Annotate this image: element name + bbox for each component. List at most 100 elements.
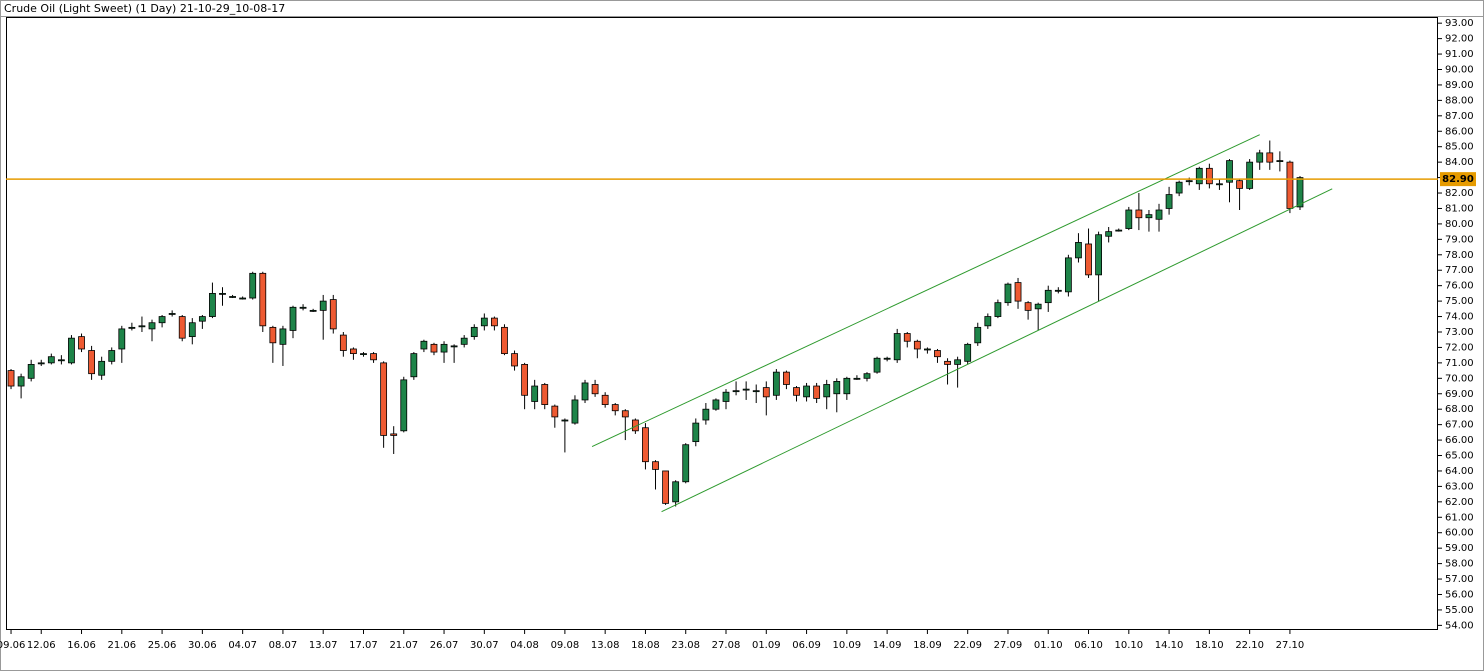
price-label: 82.90 xyxy=(1442,174,1474,185)
candle-body xyxy=(1004,283,1012,304)
candle-body xyxy=(128,326,136,329)
candle-body xyxy=(198,316,206,322)
x-tick-label: 08.07 xyxy=(269,640,298,651)
candle-body xyxy=(1125,209,1133,229)
x-tick-label: 27.09 xyxy=(994,640,1023,651)
y-tick-label: 67.00 xyxy=(1445,420,1474,431)
x-tick-label: 14.09 xyxy=(873,640,902,651)
candle-body xyxy=(692,422,700,443)
candle-body xyxy=(209,292,216,317)
y-tick-label: 62.00 xyxy=(1445,497,1474,508)
candle-body xyxy=(813,385,821,399)
y-tick-label: 75.00 xyxy=(1445,296,1474,307)
candle-body xyxy=(279,328,287,345)
y-tick-label: 63.00 xyxy=(1445,481,1474,492)
candle-body xyxy=(843,377,851,395)
y-tick-label: 61.00 xyxy=(1445,512,1474,523)
y-tick-label: 64.00 xyxy=(1445,466,1474,477)
candle-body xyxy=(793,387,800,396)
y-tick-label: 92.00 xyxy=(1445,34,1474,45)
y-tick-label: 80.00 xyxy=(1445,219,1474,230)
candle-body xyxy=(621,410,629,418)
candle-body xyxy=(27,364,35,379)
candle-body xyxy=(833,381,841,395)
candle-body xyxy=(108,350,116,362)
candle-body xyxy=(329,299,337,330)
y-tick-label: 69.00 xyxy=(1445,389,1474,400)
y-tick-label: 59.00 xyxy=(1445,543,1474,554)
x-tick-label: 06.10 xyxy=(1074,640,1103,651)
candle-body xyxy=(299,306,307,309)
candle-body xyxy=(88,350,95,375)
candle-body xyxy=(853,377,861,380)
candle-body xyxy=(903,333,911,342)
candle-body xyxy=(531,385,539,402)
candle-body xyxy=(68,337,75,364)
candle-body xyxy=(682,444,690,483)
candle-body xyxy=(249,272,257,299)
y-tick-label: 68.00 xyxy=(1445,404,1474,415)
candle-body xyxy=(551,405,559,418)
y-tick-label: 65.00 xyxy=(1445,451,1474,462)
candle-body xyxy=(1075,242,1082,259)
candle-body xyxy=(259,272,267,327)
candle-body xyxy=(883,357,891,360)
candle-body xyxy=(642,427,649,463)
candle-body xyxy=(360,353,367,356)
candle-body xyxy=(1165,194,1173,209)
candle-body xyxy=(370,353,377,361)
x-tick-label: 27.08 xyxy=(712,640,741,651)
x-tick-label: 06.09 xyxy=(792,640,821,651)
candle-body xyxy=(289,306,297,331)
candle-body xyxy=(1085,243,1092,276)
x-tick-label: 09.06 xyxy=(0,640,25,651)
candle-body xyxy=(339,334,347,351)
x-tick-label: 01.09 xyxy=(752,640,781,651)
candle-body xyxy=(1105,231,1113,237)
candle-body xyxy=(309,309,317,312)
candle-body xyxy=(913,340,921,350)
candle-body xyxy=(601,394,609,405)
y-tick-label: 58.00 xyxy=(1445,559,1474,570)
y-tick-label: 76.00 xyxy=(1445,281,1474,292)
y-tick-label: 60.00 xyxy=(1445,528,1474,539)
x-tick-label: 10.10 xyxy=(1114,640,1143,651)
y-tick-label: 91.00 xyxy=(1445,49,1474,60)
y-tick-label: 93.00 xyxy=(1445,18,1474,29)
candle-body xyxy=(410,353,418,378)
x-tick-label: 10.09 xyxy=(833,640,862,651)
x-tick-label: 30.07 xyxy=(470,640,499,651)
candle-body xyxy=(1155,209,1163,220)
candle-body xyxy=(722,391,730,402)
candle-body xyxy=(511,353,518,367)
x-tick-label: 30.06 xyxy=(188,640,217,651)
candle-body xyxy=(1135,209,1143,219)
candle-body xyxy=(480,317,488,327)
candle-body xyxy=(490,317,498,327)
candle-body xyxy=(219,292,226,295)
x-tick-label: 09.08 xyxy=(551,640,580,651)
x-tick-label: 13.08 xyxy=(591,640,620,651)
candle-body xyxy=(168,313,176,315)
candle-body xyxy=(672,481,680,503)
y-tick-label: 89.00 xyxy=(1445,80,1474,91)
candle-body xyxy=(7,370,15,387)
candle-body xyxy=(732,390,740,393)
x-tick-label: 18.10 xyxy=(1195,640,1224,651)
x-tick-label: 23.08 xyxy=(671,640,700,651)
candle-body xyxy=(984,316,992,327)
x-tick-label: 18.09 xyxy=(913,640,942,651)
candle-body xyxy=(350,348,357,355)
candle-body xyxy=(470,326,478,338)
candle-body xyxy=(1185,180,1193,183)
candle-body xyxy=(98,360,106,376)
candle-body xyxy=(37,362,45,365)
candle-body xyxy=(944,360,951,365)
candle-body xyxy=(1266,152,1274,163)
candle-body xyxy=(1236,180,1243,189)
candle-body xyxy=(1034,303,1042,310)
candle-body xyxy=(1014,282,1022,302)
x-tick-label: 25.06 xyxy=(148,640,177,651)
candle-body xyxy=(994,302,1002,317)
candle-body xyxy=(1024,302,1032,311)
